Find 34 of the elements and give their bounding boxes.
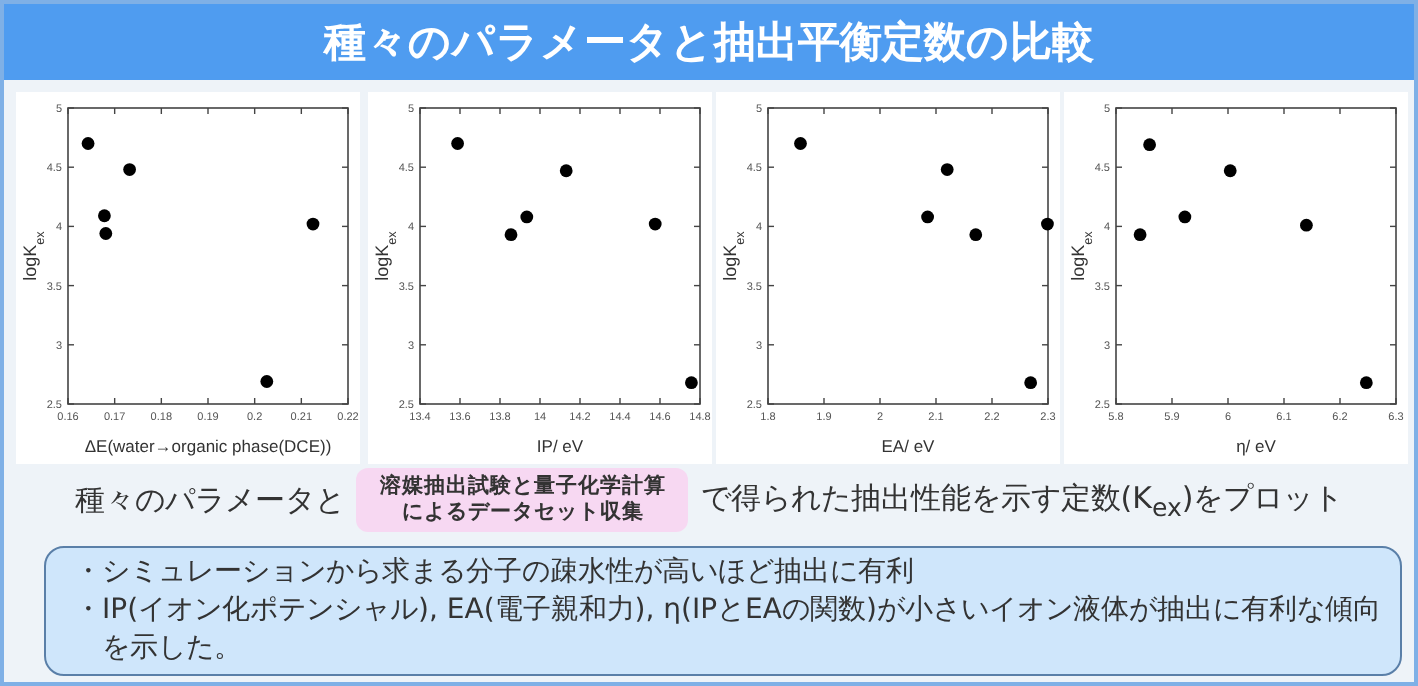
point [99, 227, 113, 240]
point [559, 164, 573, 178]
point [685, 376, 698, 390]
text: で得られた抽出性能を示す定数(K$_{ex}$)をプロット [700, 479, 1344, 521]
x-axis-title: ΔE(water→organic phase(DCE)) [84, 436, 332, 456]
point [969, 228, 983, 242]
point [1178, 210, 1192, 224]
point [1223, 164, 1237, 178]
point [648, 217, 662, 231]
point [1359, 376, 1373, 390]
point [451, 137, 464, 150]
point [98, 209, 111, 223]
x-axis-title: IP/ eV [536, 436, 584, 456]
point [260, 375, 274, 388]
point [520, 210, 534, 224]
point [921, 210, 934, 224]
point [940, 163, 954, 176]
text: ・IP(イオン化ポテンシャル), EA(電子親和力), η(IPとEAの関数)が小さいイオン液体が抽出に有利な傾向を示した。 [74, 592, 1383, 668]
text: 種々のパラメータと [74, 481, 345, 519]
text: ・シミュレーションから求まる分子の疎水性が高いほど抽出に有利 [74, 554, 916, 592]
x-axis-title: EA/ eV [881, 436, 936, 456]
point [306, 217, 320, 231]
text: 溶媒抽出試験と量子化学計算によるデータセット収集 [356, 468, 689, 532]
point [1300, 218, 1313, 232]
text: 種々のパラメータと抽出平衡定数の比較 [4, 4, 1414, 80]
point [1024, 376, 1038, 390]
point [794, 137, 807, 150]
point [504, 228, 518, 242]
point [123, 163, 136, 176]
x-axis-title: η/ eV [1236, 436, 1277, 456]
point [1041, 217, 1054, 231]
point [1133, 228, 1147, 242]
point [81, 137, 95, 150]
point [1143, 138, 1156, 152]
